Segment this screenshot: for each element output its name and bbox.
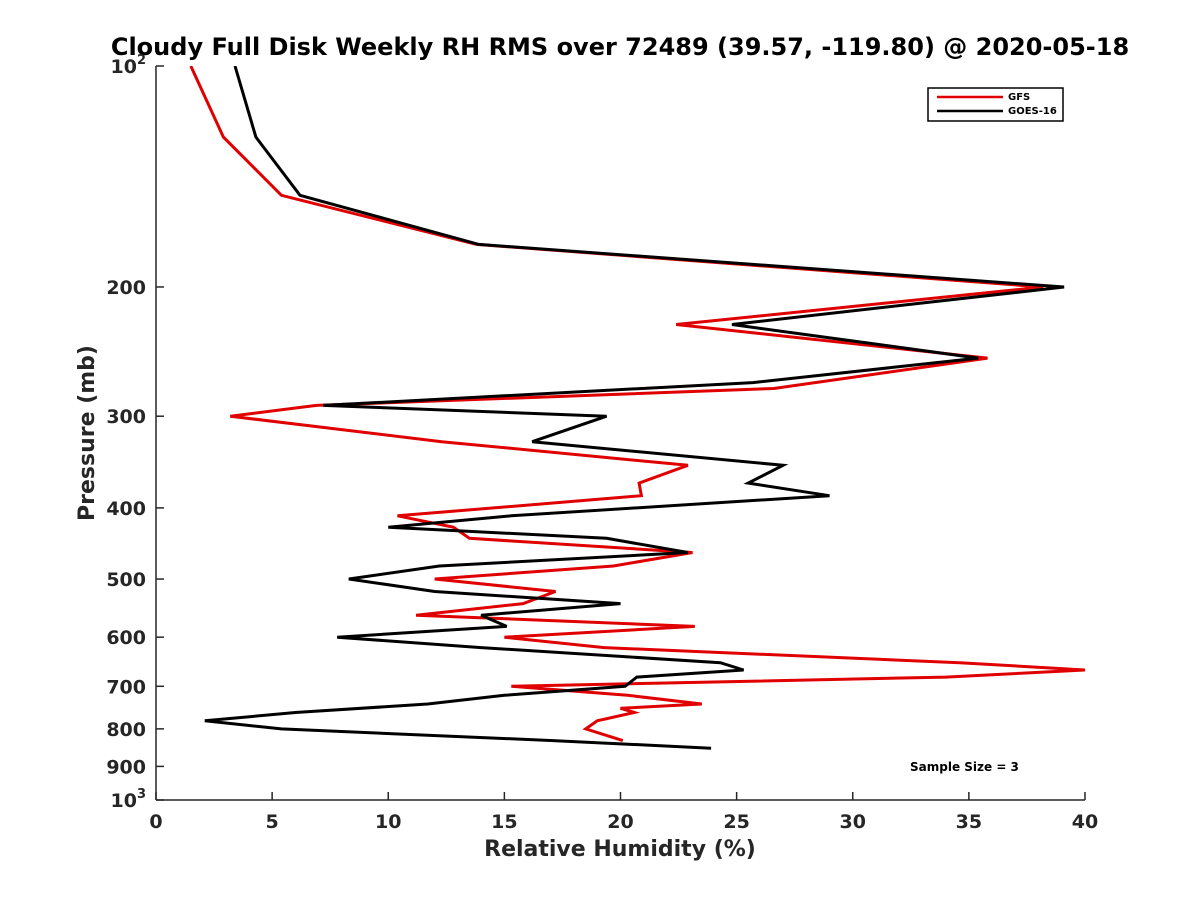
y-tick-label: 800 <box>106 719 146 741</box>
legend-label-goes16: GOES-16 <box>1008 106 1057 117</box>
y-tick-label-base: 10 <box>111 790 137 812</box>
y-axis-label: Pressure (mb) <box>75 345 100 521</box>
legend-box <box>927 87 1064 122</box>
y-tick-label-base: 10 <box>111 56 137 78</box>
legend: GFS GOES-16 <box>927 87 1064 122</box>
series-line-gfs <box>189 66 1085 743</box>
y-tick-label: 300 <box>106 406 146 428</box>
y-tick-label-base: 200 <box>106 277 146 299</box>
y-tick-label-base: 300 <box>106 406 146 428</box>
y-tick-label: 600 <box>106 627 146 649</box>
legend-label-gfs: GFS <box>1008 92 1030 103</box>
series-layer <box>189 66 1085 750</box>
y-tick-label: 200 <box>106 277 146 299</box>
y-tick-label: 400 <box>106 498 146 520</box>
y-tick-label-exponent: 3 <box>137 787 146 802</box>
chart-title: Cloudy Full Disk Weekly RH RMS over 7248… <box>111 33 1129 61</box>
y-tick-label: 500 <box>106 569 146 591</box>
x-tick-label: 20 <box>607 811 633 833</box>
y-tick-label-base: 500 <box>106 569 146 591</box>
x-tick-label: 5 <box>266 811 279 833</box>
y-tick-label-base: 900 <box>106 756 146 778</box>
x-tick-label: 15 <box>491 811 517 833</box>
x-tick-label: 10 <box>375 811 401 833</box>
y-tick-label-base: 400 <box>106 498 146 520</box>
x-tick-label: 0 <box>149 811 162 833</box>
x-tick-label: 25 <box>723 811 749 833</box>
x-tick-label: 30 <box>840 811 866 833</box>
x-tick-label: 35 <box>956 811 982 833</box>
y-tick-label: 700 <box>106 676 146 698</box>
y-tick-label: 900 <box>106 756 146 778</box>
y-tick-label: 102 <box>111 53 147 78</box>
y-tick-label-base: 700 <box>106 676 146 698</box>
y-tick-label: 103 <box>111 787 147 812</box>
y-tick-label-base: 800 <box>106 719 146 741</box>
y-tick-label-exponent: 2 <box>137 53 146 68</box>
x-axis-label: Relative Humidity (%) <box>484 837 756 862</box>
series-line-goes16 <box>204 66 1065 750</box>
sample-size-annotation: Sample Size = 3 <box>910 760 1019 774</box>
x-axis-ticks: 0 5 10 15 20 25 30 35 40 <box>149 792 1098 833</box>
x-tick-label: 40 <box>1072 811 1098 833</box>
y-tick-label-base: 600 <box>106 627 146 649</box>
